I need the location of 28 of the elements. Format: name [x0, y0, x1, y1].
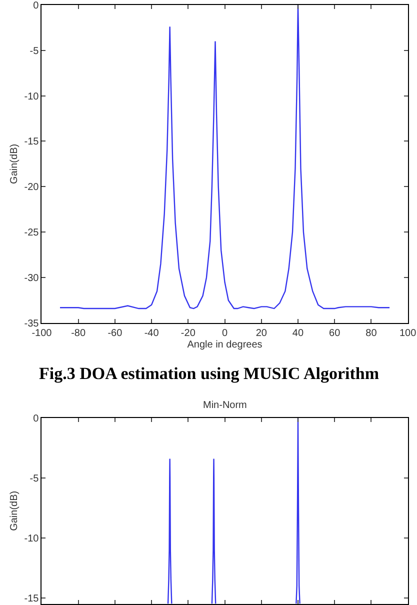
y-tick-label: -10 — [24, 91, 40, 102]
x-tick-label: -40 — [144, 328, 160, 340]
x-tick-label: 60 — [329, 328, 341, 340]
y-tick-label: -15 — [24, 136, 40, 148]
y-tick-label: 0 — [33, 0, 40, 12]
y-tick-label: -5 — [30, 46, 40, 57]
chart-title: Min-Norm — [203, 400, 247, 411]
x-tick-label: 80 — [366, 328, 378, 340]
x-tick-label: -80 — [71, 328, 86, 340]
y-axis-title: Gain(dB) — [9, 144, 20, 184]
y-tick-label: -30 — [24, 273, 40, 284]
y-tick-label: -20 — [24, 182, 40, 194]
x-tick-label: -60 — [108, 328, 123, 340]
x-tick-label: -100 — [32, 328, 52, 340]
y-tick-label: 0 — [33, 414, 40, 425]
y-tick-label: -25 — [24, 228, 40, 239]
y-tick-label: -5 — [30, 473, 40, 484]
caption: Fig.3 DOA estimation using MUSIC Algorithm — [39, 364, 380, 383]
x-tick-label: 0 — [222, 328, 228, 340]
y-tick-label: -15 — [24, 593, 40, 604]
x-tick-label: 100 — [399, 328, 417, 340]
x-axis-title: Angle in degrees — [187, 340, 262, 351]
y-axis-title: Gain(dB) — [9, 490, 20, 531]
x-tick-label: -20 — [180, 328, 196, 340]
y-tick-label: -35 — [24, 318, 40, 330]
x-tick-label: 20 — [256, 328, 268, 340]
x-tick-label: 40 — [292, 328, 304, 340]
y-tick-label: -10 — [24, 533, 40, 544]
